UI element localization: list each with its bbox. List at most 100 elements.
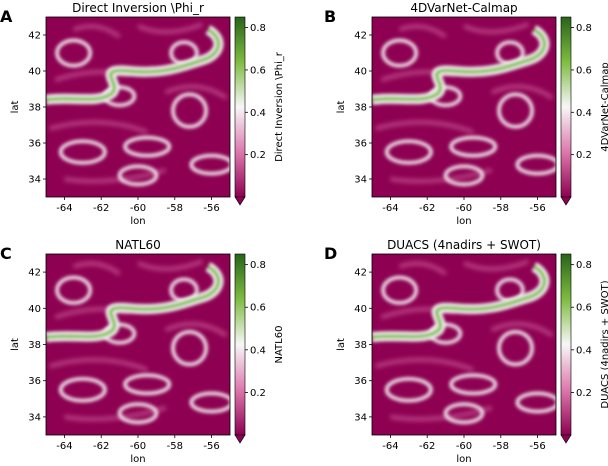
y-tick-label: 38	[28, 340, 41, 351]
panel-title: DUACS (4nadirs + SWOT)	[387, 238, 541, 252]
heatmap-jet	[46, 25, 224, 105]
colorbar-gradient	[560, 16, 572, 198]
colorbar-extend-arrow	[560, 196, 572, 206]
x-tick-label: -62	[419, 203, 435, 214]
x-tick-label: -56	[529, 203, 545, 214]
colorbar-label: NATL60	[274, 326, 285, 364]
heatmap-eddy	[58, 376, 107, 403]
colorbar-tick-label: 0.6	[576, 303, 592, 314]
heatmap-eddy	[496, 92, 535, 129]
heatmap-eddy	[123, 135, 172, 158]
panel-title: NATL60	[115, 238, 161, 252]
panel-b: B 4DVarNet-Calmap -64 -62 -60 -58 -56 34 36 38 40 4…	[324, 1, 608, 227]
panel-title: 4DVarNet-Calmap	[410, 1, 517, 15]
heatmap-eddy	[170, 92, 209, 129]
colorbar-tick-label: 0.8	[576, 23, 592, 34]
y-tick-label: 36	[28, 376, 41, 387]
x-axis-label: lon	[130, 454, 145, 465]
x-tick-label: -64	[382, 203, 398, 214]
x-tick-label: -58	[167, 441, 183, 452]
heatmap-field	[372, 17, 556, 197]
heatmap-swirl	[490, 84, 554, 100]
colorbar-gradient	[560, 253, 572, 436]
y-tick-label: 40	[28, 67, 41, 78]
y-tick-label: 34	[28, 175, 41, 186]
y-tick-label: 42	[28, 31, 41, 42]
colorbar: 0.2 0.4 0.6 0.8 NATL60	[234, 253, 285, 444]
y-tick-label: 38	[354, 103, 367, 114]
y-tick-label: 42	[28, 268, 41, 279]
heatmap-eddy	[189, 391, 230, 414]
y-tick-label: 42	[354, 268, 367, 279]
heatmap-eddy	[55, 275, 93, 305]
heatmap-eddy	[117, 164, 159, 187]
x-tick-label: -64	[56, 441, 72, 452]
heatmap-swirl	[137, 259, 204, 271]
x-tick-label: -64	[56, 203, 72, 214]
colorbar-tick-label: 0.8	[250, 23, 266, 34]
x-tick-label: -60	[456, 441, 472, 452]
colorbar-tick-label: 0.2	[250, 150, 266, 161]
colorbar-tick-label: 0.4	[576, 345, 592, 356]
heatmap-eddy	[496, 329, 535, 367]
y-axis-label: lat	[336, 338, 347, 351]
heatmap-swirl	[490, 321, 554, 338]
heatmap-swirl	[398, 24, 447, 39]
x-tick-label: -58	[167, 203, 183, 214]
heatmap-eddy	[123, 373, 172, 396]
colorbar-label: Direct Inversion \Phi_r	[274, 51, 285, 162]
colorbar: 0.2 0.4 0.6 0.8 DUACS (4nadirs + SWOT)	[560, 253, 608, 444]
x-tick-label: -62	[93, 441, 109, 452]
colorbar-extend-arrow	[234, 196, 246, 206]
heatmap-eddy	[170, 329, 209, 367]
panel-title: Direct Inversion \Phi_r	[72, 1, 204, 15]
colorbar-label: DUACS (4nadirs + SWOT)	[600, 280, 608, 408]
heatmap-swirl	[72, 24, 121, 39]
jet-core	[46, 27, 221, 102]
y-tick-label: 36	[28, 139, 41, 150]
x-tick-label: -62	[93, 203, 109, 214]
heatmap-eddies	[55, 275, 230, 425]
heatmap-eddy	[515, 391, 556, 414]
colorbar-tick-label: 0.8	[250, 260, 266, 271]
colorbar-extend-arrow	[560, 434, 572, 444]
x-tick-label: -60	[130, 441, 146, 452]
heatmap-swirl	[463, 22, 530, 34]
heatmap-eddy	[443, 164, 485, 187]
x-tick-label: -58	[493, 441, 509, 452]
x-axis-label: lon	[456, 216, 471, 227]
colorbar-tick-label: 0.4	[576, 108, 592, 119]
x-tick-label: -56	[203, 441, 219, 452]
heatmap-eddy	[449, 135, 498, 158]
y-tick-label: 40	[354, 67, 367, 78]
x-tick-label: -56	[203, 203, 219, 214]
heatmap-swirl	[164, 321, 228, 338]
colorbar-extend-arrow	[234, 434, 246, 444]
heatmap-eddy	[443, 402, 485, 425]
colorbar-gradient	[234, 253, 246, 436]
colorbar-tick-label: 0.6	[576, 65, 592, 76]
heatmap-eddy	[55, 38, 93, 68]
colorbar-tick-label: 0.4	[250, 108, 266, 119]
y-tick-label: 34	[354, 175, 367, 186]
heatmap-field	[46, 17, 230, 197]
colorbar-tick-label: 0.2	[250, 388, 266, 399]
heatmap-field	[46, 254, 230, 435]
colorbar: 0.2 0.4 0.6 0.8 Direct Inversion \Phi_r	[234, 16, 285, 206]
y-axis-label: lat	[336, 101, 347, 114]
heatmap-background	[46, 254, 230, 435]
jet-core	[46, 264, 221, 340]
y-tick-label: 40	[354, 304, 367, 315]
heatmap-jet	[372, 262, 550, 343]
jet-core	[372, 264, 547, 340]
y-tick-label: 42	[354, 31, 367, 42]
colorbar-gradient	[234, 16, 246, 198]
x-tick-label: -58	[493, 203, 509, 214]
heatmap-eddy	[117, 402, 159, 425]
colorbar-tick-label: 0.6	[250, 65, 266, 76]
heatmap-jet	[372, 25, 550, 105]
heatmap-eddy	[384, 139, 433, 165]
colorbar-tick-label: 0.2	[576, 150, 592, 161]
panel-letter: D	[324, 244, 337, 263]
